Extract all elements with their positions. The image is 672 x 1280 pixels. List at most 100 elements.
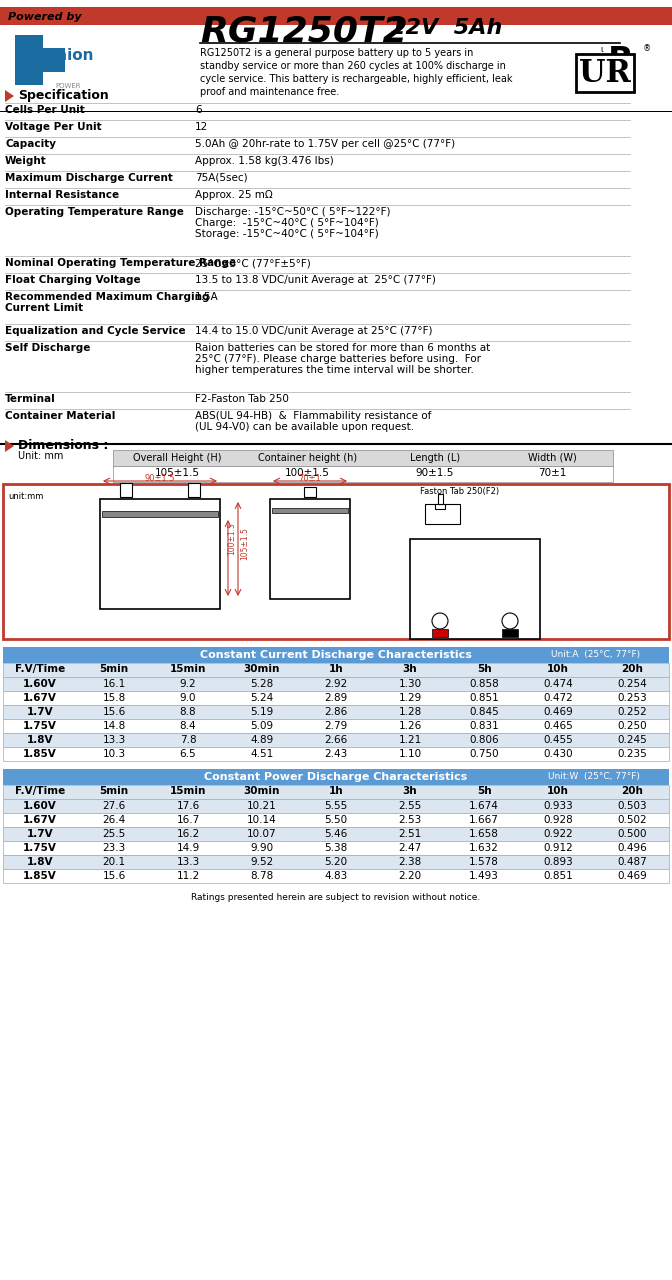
Text: Raion: Raion	[46, 47, 95, 63]
Text: 5.38: 5.38	[325, 844, 347, 852]
Bar	[3, 646, 669, 663]
Text: 1.67V: 1.67V	[23, 815, 57, 826]
Text: 6: 6	[195, 105, 202, 115]
Text: 0.500: 0.500	[618, 829, 646, 838]
Text: 1.667: 1.667	[469, 815, 499, 826]
Text: 4.89: 4.89	[251, 735, 274, 745]
Text: Float Charging Voltage: Float Charging Voltage	[5, 275, 140, 285]
Text: Terminal: Terminal	[5, 394, 56, 404]
Text: 16.1: 16.1	[102, 678, 126, 689]
Bar	[3, 827, 669, 841]
Text: 23.3: 23.3	[102, 844, 126, 852]
Text: 10.07: 10.07	[247, 829, 277, 838]
Text: 25°C (77°F). Please charge batteries before using.  For: 25°C (77°F). Please charge batteries bef…	[195, 355, 481, 364]
Text: 2.20: 2.20	[398, 870, 421, 881]
Text: Specification: Specification	[18, 90, 109, 102]
Text: 100±1.5: 100±1.5	[285, 468, 330, 477]
Text: 1.7V: 1.7V	[27, 829, 53, 838]
Text: 1.60V: 1.60V	[23, 801, 57, 812]
Text: 3h: 3h	[403, 786, 417, 796]
Text: Powered by: Powered by	[8, 12, 81, 22]
Text: RG1250T2: RG1250T2	[200, 15, 408, 49]
Text: Operating Temperature Range: Operating Temperature Range	[5, 207, 184, 218]
Text: 15min: 15min	[170, 786, 206, 796]
Text: 12: 12	[195, 122, 208, 132]
Text: 20.1: 20.1	[102, 858, 126, 867]
Text: 105±1.5: 105±1.5	[155, 468, 200, 477]
Bar	[304, 486, 316, 497]
Text: 0.472: 0.472	[543, 692, 573, 703]
Text: 25°C±3°C (77°F±5°F): 25°C±3°C (77°F±5°F)	[195, 259, 310, 268]
Text: 1.632: 1.632	[469, 844, 499, 852]
Text: 2.89: 2.89	[325, 692, 347, 703]
Bar	[188, 483, 200, 497]
Circle shape	[502, 613, 518, 628]
Text: 1.493: 1.493	[469, 870, 499, 881]
Text: (UL 94-V0) can be available upon request.: (UL 94-V0) can be available upon request…	[195, 422, 414, 431]
Text: 90±1.5: 90±1.5	[144, 474, 175, 483]
Text: 26.4: 26.4	[102, 815, 126, 826]
Text: 2.43: 2.43	[325, 749, 347, 759]
Text: 0.933: 0.933	[543, 801, 573, 812]
Text: 0.455: 0.455	[543, 735, 573, 745]
Text: 70±1: 70±1	[538, 468, 566, 477]
Bar	[120, 483, 132, 497]
Text: Discharge: -15°C~50°C ( 5°F~122°F): Discharge: -15°C~50°C ( 5°F~122°F)	[195, 207, 390, 218]
Text: 30min: 30min	[244, 664, 280, 675]
Text: 90±1.5: 90±1.5	[416, 468, 454, 477]
Text: 13.3: 13.3	[176, 858, 200, 867]
Text: 1.5A: 1.5A	[195, 292, 219, 302]
Text: Charge:  -15°C~40°C ( 5°F~104°F): Charge: -15°C~40°C ( 5°F~104°F)	[195, 218, 379, 228]
Text: Weight: Weight	[5, 156, 47, 166]
Text: 12V  5Ah: 12V 5Ah	[390, 18, 503, 38]
Text: 9.90: 9.90	[251, 844, 274, 852]
Text: Cells Per Unit: Cells Per Unit	[5, 105, 85, 115]
Text: UR: UR	[579, 58, 631, 88]
Text: 2.66: 2.66	[325, 735, 347, 745]
Text: F2-Faston Tab 250: F2-Faston Tab 250	[195, 394, 289, 404]
Text: 0.845: 0.845	[469, 707, 499, 717]
Text: higher temperatures the time interval will be shorter.: higher temperatures the time interval wi…	[195, 365, 474, 375]
Polygon shape	[5, 90, 14, 102]
Text: 0.851: 0.851	[469, 692, 499, 703]
Text: 0.831: 0.831	[469, 721, 499, 731]
Text: 0.253: 0.253	[617, 692, 647, 703]
Bar	[272, 508, 348, 513]
Text: 0.496: 0.496	[617, 844, 647, 852]
Text: 0.245: 0.245	[617, 735, 647, 745]
Text: Internal Resistance: Internal Resistance	[5, 189, 119, 200]
Text: 5.50: 5.50	[325, 815, 347, 826]
Bar	[0, 6, 672, 26]
Text: Recommended Maximum Charging: Recommended Maximum Charging	[5, 292, 210, 302]
Bar	[435, 504, 445, 509]
Bar	[15, 35, 43, 84]
Text: Approx. 1.58 kg(3.476 lbs): Approx. 1.58 kg(3.476 lbs)	[195, 156, 334, 166]
Polygon shape	[5, 440, 14, 452]
Text: 5h: 5h	[476, 664, 491, 675]
Bar	[3, 785, 669, 799]
Text: 5.55: 5.55	[325, 801, 347, 812]
Text: Maximum Discharge Current: Maximum Discharge Current	[5, 173, 173, 183]
Text: 5min: 5min	[99, 786, 128, 796]
Text: Capacity: Capacity	[5, 140, 56, 148]
Text: 105±1.5: 105±1.5	[241, 527, 249, 561]
Text: 1.8V: 1.8V	[27, 858, 53, 867]
Text: 10.14: 10.14	[247, 815, 277, 826]
Text: Dimensions :: Dimensions :	[18, 439, 108, 452]
Text: 1.30: 1.30	[398, 678, 421, 689]
Text: ɩ: ɩ	[600, 45, 603, 54]
Bar	[432, 628, 448, 637]
Text: cycle service. This battery is rechargeable, highly efficient, leak: cycle service. This battery is rechargea…	[200, 74, 513, 84]
Text: 5h: 5h	[476, 786, 491, 796]
Bar	[3, 769, 669, 785]
Text: 100±1.5: 100±1.5	[228, 522, 237, 556]
Bar	[270, 499, 350, 599]
Text: standby service or more than 260 cycles at 100% discharge in: standby service or more than 260 cycles …	[200, 61, 506, 70]
Text: Approx. 25 mΩ: Approx. 25 mΩ	[195, 189, 273, 200]
Text: 2.53: 2.53	[398, 815, 421, 826]
Text: 5.0Ah @ 20hr-rate to 1.75V per cell @25°C (77°F): 5.0Ah @ 20hr-rate to 1.75V per cell @25°…	[195, 140, 455, 148]
Text: 0.503: 0.503	[617, 801, 647, 812]
Text: 7.8: 7.8	[179, 735, 196, 745]
Bar	[43, 47, 65, 72]
Text: 14.9: 14.9	[176, 844, 200, 852]
